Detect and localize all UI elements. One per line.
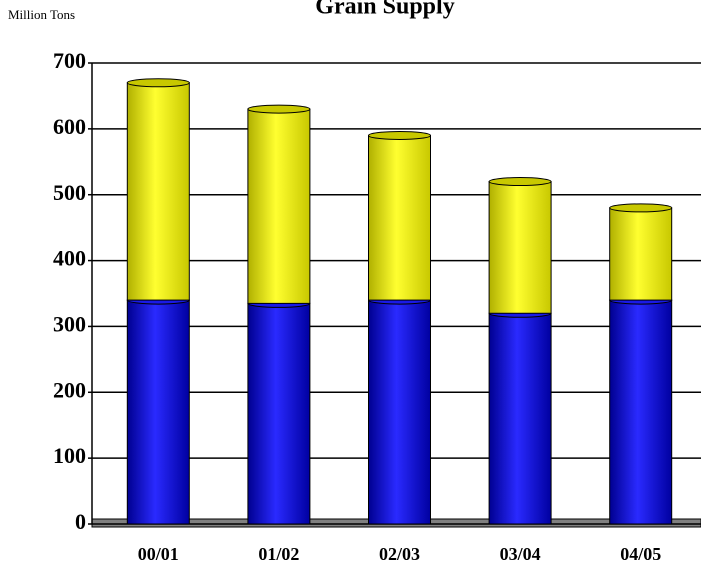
- bar-cap: [247, 104, 311, 114]
- y-tick-label: 700: [53, 48, 86, 73]
- y-tick-label: 100: [53, 443, 86, 468]
- bar-cap: [488, 177, 552, 187]
- bar-cap: [609, 203, 673, 213]
- y-tick-label: 200: [53, 377, 86, 402]
- bar-cap: [368, 130, 431, 140]
- y-tick-label: 300: [53, 311, 86, 336]
- y-tick-label: 600: [53, 114, 86, 139]
- bar-segment: [126, 299, 190, 525]
- bar-segment: [126, 82, 190, 301]
- chart-title: Grain Supply: [315, 0, 454, 20]
- y-axis-label: Million Tons: [8, 7, 75, 22]
- y-tick-label: 0: [75, 509, 86, 534]
- bar-segment: [247, 302, 311, 525]
- bar-segment: [368, 299, 431, 525]
- x-tick-label: 00/01: [138, 544, 179, 564]
- bar-cap: [126, 78, 190, 88]
- bar-segment: [247, 108, 311, 304]
- x-tick-label: 02/03: [379, 544, 420, 564]
- y-tick-label: 400: [53, 246, 86, 271]
- x-tick-label: 01/02: [258, 544, 299, 564]
- bar-segment: [609, 207, 673, 301]
- bar-segment: [488, 181, 552, 314]
- x-tick-label: 03/04: [500, 544, 541, 564]
- bar-segment: [488, 312, 552, 525]
- y-tick-label: 500: [53, 180, 86, 205]
- bar-segment: [609, 299, 673, 525]
- x-tick-label: 04/05: [620, 544, 661, 564]
- bar-segment: [368, 134, 431, 301]
